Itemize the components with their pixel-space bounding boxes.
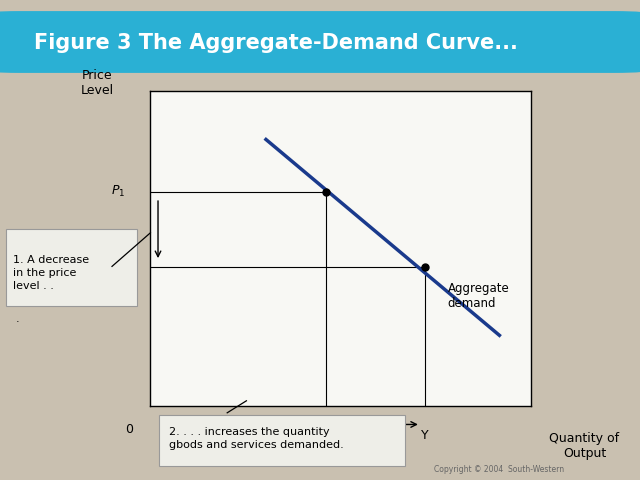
Text: $P$: $P$ — [116, 261, 125, 274]
Text: $P_1$: $P_1$ — [111, 184, 125, 199]
FancyBboxPatch shape — [6, 229, 137, 306]
FancyBboxPatch shape — [0, 11, 640, 73]
Text: Copyright © 2004  South-Western: Copyright © 2004 South-Western — [434, 465, 564, 474]
Text: .: . — [16, 314, 20, 324]
Text: Price
Level: Price Level — [81, 69, 114, 97]
Text: Figure 3 The Aggregate-Demand Curve...: Figure 3 The Aggregate-Demand Curve... — [34, 33, 518, 53]
Text: $Y_1$: $Y_1$ — [318, 429, 333, 444]
Text: Y: Y — [420, 429, 428, 442]
Text: 1. A decrease
in the price
level . .: 1. A decrease in the price level . . — [13, 255, 89, 291]
Text: 0: 0 — [125, 423, 134, 436]
Text: Quantity of
Output: Quantity of Output — [550, 432, 620, 460]
FancyBboxPatch shape — [159, 415, 404, 466]
Text: 2. . . . increases the quantity
gbods and services demanded.: 2. . . . increases the quantity gbods an… — [170, 427, 344, 450]
Text: Aggregate
demand: Aggregate demand — [447, 282, 509, 310]
